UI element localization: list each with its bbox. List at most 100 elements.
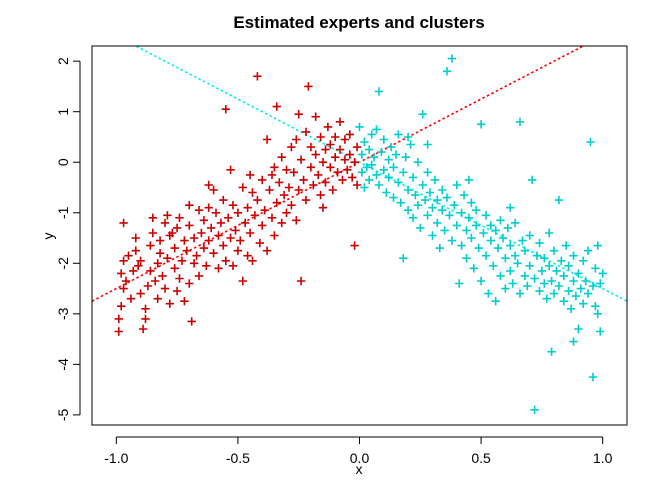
point-cluster-2 <box>428 203 437 212</box>
point-cluster-1 <box>245 170 255 180</box>
point-cluster-1 <box>311 112 320 121</box>
point-cluster-1 <box>214 231 223 240</box>
point-cluster-2 <box>464 213 474 222</box>
point-cluster-1 <box>265 185 274 195</box>
point-cluster-1 <box>314 170 323 180</box>
point-cluster-1 <box>121 276 131 286</box>
point-cluster-2 <box>581 276 590 286</box>
point-cluster-2 <box>391 150 401 159</box>
point-cluster-2 <box>467 198 476 207</box>
point-cluster-2 <box>518 236 527 245</box>
point-cluster-1 <box>328 185 337 195</box>
point-cluster-1 <box>134 261 143 270</box>
point-cluster-1 <box>340 135 350 144</box>
point-cluster-2 <box>586 137 595 147</box>
point-cluster-2 <box>457 208 466 217</box>
point-cluster-2 <box>445 211 454 220</box>
y-axis: 2 1 0 -1 -2 -3 -4 -5 <box>55 57 81 421</box>
point-cluster-2 <box>486 236 495 245</box>
point-cluster-2 <box>367 160 376 169</box>
point-cluster-2 <box>596 279 605 288</box>
point-cluster-1 <box>309 180 318 190</box>
point-cluster-1 <box>331 132 340 142</box>
point-cluster-1 <box>194 206 204 215</box>
point-cluster-1 <box>301 195 311 205</box>
point-cluster-2 <box>515 289 525 298</box>
point-cluster-2 <box>523 281 532 291</box>
point-cluster-1 <box>352 180 362 190</box>
plot-frame <box>91 45 628 426</box>
point-cluster-2 <box>591 264 600 273</box>
point-cluster-1 <box>326 140 335 149</box>
point-cluster-1 <box>175 213 184 222</box>
point-cluster-2 <box>384 155 393 164</box>
point-cluster-2 <box>489 261 498 270</box>
point-cluster-1 <box>267 213 277 222</box>
point-cluster-1 <box>165 231 174 240</box>
point-cluster-1 <box>163 254 172 263</box>
point-cluster-1 <box>289 168 298 177</box>
point-cluster-2 <box>583 289 593 298</box>
point-cluster-1 <box>250 211 260 220</box>
point-cluster-1 <box>335 117 345 126</box>
point-cluster-1 <box>155 236 165 245</box>
y-tick-label: 0 <box>55 158 71 166</box>
point-cluster-2 <box>588 281 598 291</box>
point-cluster-1 <box>158 271 167 281</box>
point-cluster-2 <box>379 165 388 174</box>
point-cluster-1 <box>129 266 138 276</box>
point-cluster-2 <box>365 175 374 185</box>
point-cluster-2 <box>386 142 396 152</box>
point-cluster-2 <box>549 289 559 298</box>
point-cluster-2 <box>525 231 534 240</box>
point-cluster-2 <box>474 243 483 253</box>
point-cluster-1 <box>277 218 286 228</box>
point-cluster-2 <box>389 193 398 202</box>
x-tick-label: 0.0 <box>350 450 370 466</box>
point-cluster-1 <box>304 82 313 91</box>
point-cluster-2 <box>362 163 371 172</box>
point-cluster-1 <box>153 259 162 268</box>
point-cluster-1 <box>119 218 128 228</box>
point-cluster-2 <box>413 201 423 210</box>
point-cluster-2 <box>535 286 544 296</box>
point-cluster-2 <box>559 297 568 306</box>
point-cluster-2 <box>562 241 571 250</box>
point-cluster-1 <box>233 208 243 217</box>
x-axis: -1.0 -0.5 0.0 0.5 1.0 <box>104 436 613 466</box>
point-cluster-2 <box>591 302 600 311</box>
point-cluster-1 <box>143 281 153 291</box>
point-cluster-1 <box>182 246 191 255</box>
point-cluster-2 <box>510 218 520 228</box>
point-cluster-1 <box>153 294 162 303</box>
point-cluster-2 <box>593 241 602 250</box>
point-cluster-2 <box>559 271 568 281</box>
point-cluster-1 <box>131 233 140 243</box>
point-cluster-1 <box>146 266 155 276</box>
point-cluster-2 <box>384 173 393 182</box>
point-cluster-2 <box>355 122 364 132</box>
point-cluster-2 <box>440 226 449 235</box>
point-cluster-1 <box>170 264 179 273</box>
point-cluster-2 <box>598 269 607 278</box>
point-cluster-1 <box>255 238 264 248</box>
point-cluster-1 <box>211 208 221 217</box>
point-cluster-1 <box>117 269 126 278</box>
point-cluster-1 <box>296 276 306 286</box>
point-cluster-2 <box>542 294 551 303</box>
point-cluster-1 <box>253 72 262 81</box>
point-cluster-2 <box>374 87 384 96</box>
point-cluster-2 <box>423 140 432 149</box>
point-cluster-2 <box>459 190 469 200</box>
point-cluster-1 <box>226 233 235 243</box>
point-cluster-1 <box>348 173 357 182</box>
point-cluster-1 <box>155 249 165 258</box>
point-cluster-2 <box>596 327 605 336</box>
point-cluster-2 <box>554 195 564 205</box>
point-cluster-2 <box>450 201 459 210</box>
point-cluster-1 <box>216 218 226 228</box>
point-cluster-1 <box>180 297 189 306</box>
point-cluster-2 <box>447 54 457 63</box>
point-cluster-2 <box>462 226 471 235</box>
